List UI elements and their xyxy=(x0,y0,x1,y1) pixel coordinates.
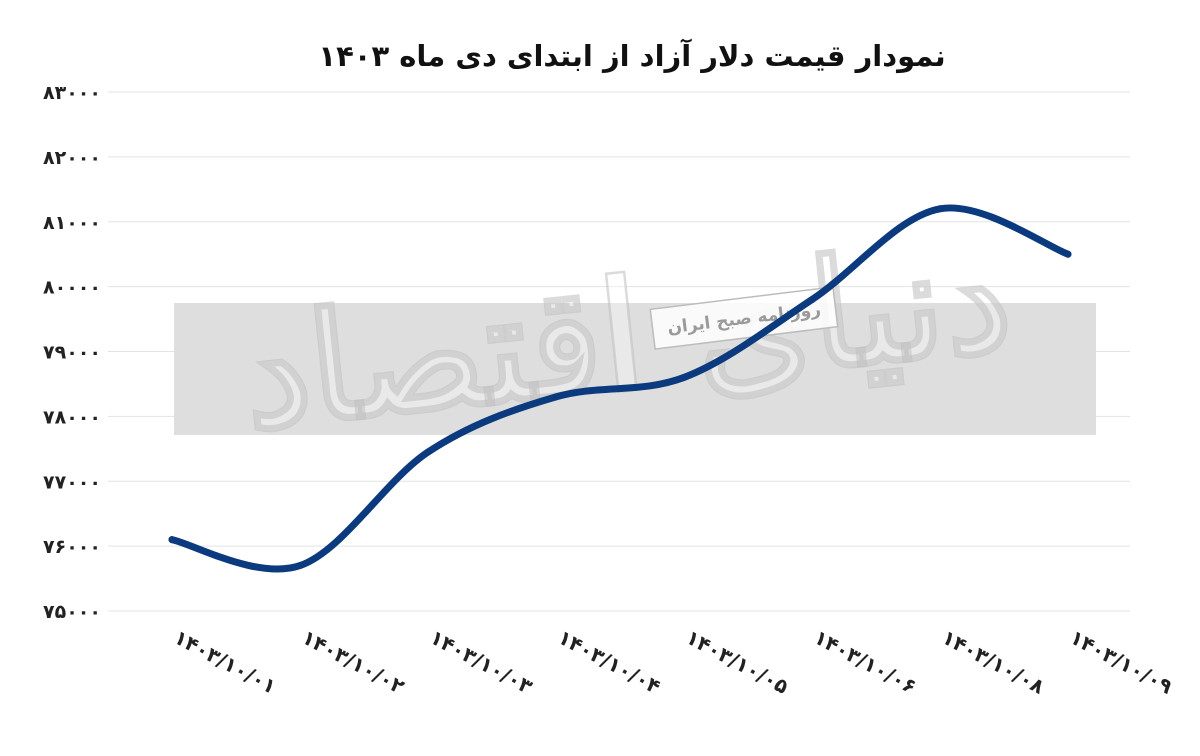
data-point xyxy=(808,296,816,304)
x-tick-label: ۱۴۰۳/۱۰/۰۳ xyxy=(426,625,536,699)
data-point xyxy=(168,536,176,544)
y-axis-tick-labels: ۷۵۰۰۰ ۷۶۰۰۰ ۷۷۰۰۰ ۷۸۰۰۰ ۷۹۰۰۰ ۸۰۰۰۰ ۸۱۰۰۰ ۸۲۰۰۰… xyxy=(43,82,101,623)
data-point xyxy=(680,373,688,381)
x-tick-label: ۱۴۰۳/۱۰/۰۲ xyxy=(298,625,408,699)
x-tick-label: ۱۴۰۳/۱۰/۰۵ xyxy=(682,625,792,699)
x-tick-label: ۱۴۰۳/۱۰/۰۹ xyxy=(1066,625,1176,699)
y-tick-label: ۸۱۰۰۰ xyxy=(43,212,101,234)
watermark: دنیای اقتصاد روزنامه صبح ایران xyxy=(174,207,1096,465)
y-tick-label: ۷۵۰۰۰ xyxy=(43,601,101,623)
x-tick-label: ۱۴۰۳/۱۰/۰۴ xyxy=(554,625,664,699)
x-axis-tick-labels: ۱۴۰۳/۱۰/۰۱ ۱۴۰۳/۱۰/۰۲ ۱۴۰۳/۱۰/۰۳ ۱۴۰۳/۱۰/۰۴… xyxy=(170,625,1176,699)
series-line-dollar-price xyxy=(168,204,1072,573)
data-point xyxy=(552,393,560,401)
y-tick-label: ۸۰۰۰۰ xyxy=(43,277,101,299)
y-tick-label: ۷۹۰۰۰ xyxy=(43,342,101,364)
x-tick-label: ۱۴۰۳/۱۰/۰۱ xyxy=(170,625,280,699)
data-point xyxy=(296,562,304,570)
y-tick-label: ۷۷۰۰۰ xyxy=(43,471,101,493)
data-point xyxy=(936,205,944,213)
watermark-subtitle-box xyxy=(649,286,839,350)
series-layer xyxy=(168,204,1072,573)
x-tick-label: ۱۴۰۳/۱۰/۰۶ xyxy=(810,625,920,699)
x-tick-label: ۱۴۰۳/۱۰/۰۸ xyxy=(938,625,1048,699)
data-point xyxy=(1064,250,1072,258)
y-tick-label: ۷۶۰۰۰ xyxy=(43,536,101,558)
watermark-band xyxy=(174,303,1096,435)
y-tick-label: ۷۸۰۰۰ xyxy=(43,406,101,428)
data-point xyxy=(424,448,432,456)
y-tick-label: ۸۳۰۰۰ xyxy=(43,82,101,104)
y-tick-label: ۸۲۰۰۰ xyxy=(43,147,101,169)
chart-title: نمودار قیمت دلار آزاد از ابتدای دی ماه ۱… xyxy=(318,38,945,73)
